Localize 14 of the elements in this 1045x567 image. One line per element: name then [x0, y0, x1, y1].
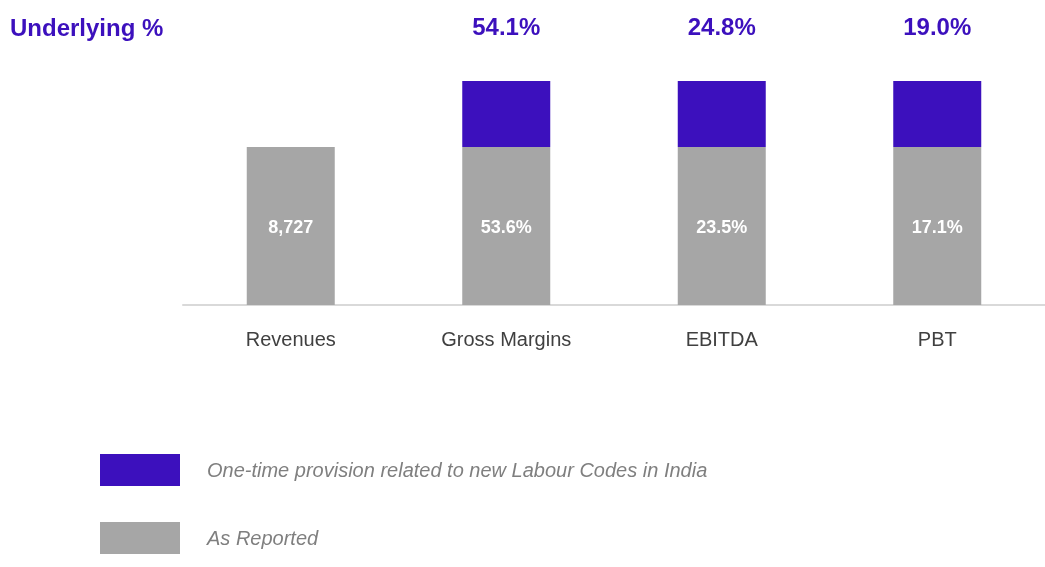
annotation: 23.5%	[696, 216, 748, 237]
annotation: 17.1%	[911, 216, 963, 237]
x-tick-label: Gross Margins	[441, 328, 572, 350]
legend-label: One-time provision related to new Labour Codes in India	[207, 459, 708, 481]
x-tick-label: PBT	[917, 328, 957, 350]
text: 54.1%	[472, 12, 541, 40]
text: 24.8%	[687, 12, 756, 40]
annotation: 53.6%	[480, 216, 532, 237]
x-tick-label: Revenues	[245, 328, 336, 350]
x-tick-label: EBITDA	[685, 328, 759, 350]
annotation: 8,727	[268, 216, 314, 237]
chart-title: Underlying %	[10, 13, 164, 41]
legend-label: As Reported	[206, 527, 320, 549]
text: 19.0%	[903, 12, 972, 40]
